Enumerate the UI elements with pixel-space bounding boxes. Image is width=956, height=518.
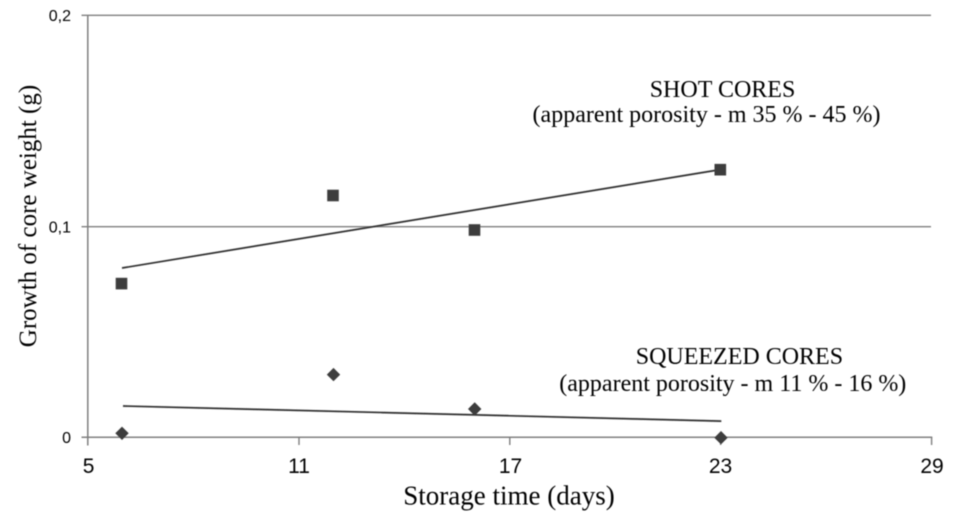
svg-text:(apparent porosity - m 11 % -: (apparent porosity - m 11 % - 16 %) [559,371,906,397]
svg-text:11: 11 [288,455,310,478]
svg-text:0,2: 0,2 [49,8,71,25]
svg-text:5: 5 [83,455,95,478]
svg-text:SHOT CORES: SHOT CORES [650,77,796,103]
svg-text:0,1: 0,1 [49,220,71,237]
svg-text:Growth of core weight (g): Growth of core weight (g) [15,85,42,347]
svg-text:(apparent porosity - m 35 % -: (apparent porosity - m 35 % - 45 %) [533,102,881,128]
svg-text:Storage time (days): Storage time (days) [403,481,614,511]
svg-text:17: 17 [499,455,522,478]
svg-text:SQUEEZED CORES: SQUEEZED CORES [636,344,843,370]
svg-text:0: 0 [62,430,71,447]
svg-text:29: 29 [920,455,943,478]
svg-text:23: 23 [709,455,732,478]
